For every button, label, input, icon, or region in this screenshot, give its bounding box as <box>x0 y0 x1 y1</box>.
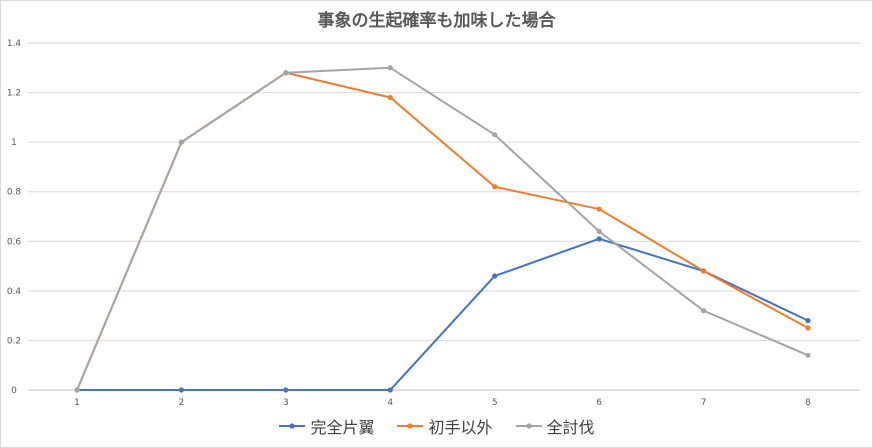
x-tick-label: 7 <box>701 398 707 408</box>
data-point <box>492 184 498 190</box>
y-tick-label: 0.2 <box>7 336 21 346</box>
y-axis-ticks: 0 0.2 0.4 0.6 0.8 1 1.2 1.4 <box>7 39 22 396</box>
legend-swatch-marker <box>407 423 414 429</box>
legend-item: 全討伐 <box>515 414 595 438</box>
data-point <box>283 387 289 393</box>
series-lines <box>74 65 811 393</box>
data-point <box>700 308 707 314</box>
data-point <box>492 132 498 138</box>
x-tick-label: 1 <box>74 398 80 408</box>
series-line <box>76 66 809 391</box>
series-line <box>76 71 809 391</box>
chart-title: 事象の生起確率も加味した場合 <box>317 11 556 31</box>
legend-item: 初手以外 <box>396 414 493 438</box>
y-tick-label: 0 <box>11 386 17 396</box>
data-point <box>805 318 811 324</box>
legend-swatch <box>397 423 424 429</box>
legend-swatch-marker <box>289 423 296 429</box>
legend-swatch <box>279 423 306 429</box>
series-line <box>77 237 809 391</box>
legend-swatch-marker <box>525 423 532 429</box>
data-point <box>596 228 602 234</box>
series-1 <box>74 236 811 393</box>
data-point <box>700 268 707 274</box>
x-tick-label: 5 <box>492 398 498 408</box>
y-tick-label: 1 <box>11 138 17 148</box>
x-tick-label: 4 <box>387 398 393 408</box>
data-point <box>387 65 393 71</box>
series-2 <box>74 70 811 393</box>
data-point <box>387 94 393 101</box>
data-point <box>805 352 811 358</box>
y-tick-label: 0.6 <box>7 237 22 247</box>
data-point <box>387 387 393 393</box>
data-point <box>492 273 498 279</box>
x-tick-label: 2 <box>179 398 185 408</box>
gridlines <box>28 42 860 391</box>
data-point <box>596 236 602 242</box>
legend-label: 初手以外 <box>428 418 493 437</box>
x-tick-label: 8 <box>805 398 811 408</box>
x-tick-label: 3 <box>283 398 289 408</box>
y-tick-label: 1.4 <box>7 39 22 49</box>
data-point <box>178 387 185 393</box>
y-tick-label: 0.4 <box>7 287 22 297</box>
x-tick-label: 6 <box>596 398 602 408</box>
series-3 <box>74 65 811 393</box>
legend-item: 完全片翼 <box>278 414 374 438</box>
data-point <box>596 206 602 212</box>
data-point <box>74 387 80 393</box>
legend: 完全片翼 初手以外 全討伐 <box>0 414 873 438</box>
legend-label: 完全片翼 <box>310 418 375 437</box>
data-point <box>178 139 185 145</box>
x-axis-ticks: 1 2 3 4 5 6 7 8 <box>74 398 811 408</box>
legend-swatch <box>515 423 542 429</box>
y-tick-label: 1.2 <box>7 89 21 99</box>
data-point <box>283 70 289 76</box>
legend-label: 全討伐 <box>546 418 595 437</box>
y-tick-label: 0.8 <box>7 188 22 198</box>
data-point <box>805 325 811 331</box>
